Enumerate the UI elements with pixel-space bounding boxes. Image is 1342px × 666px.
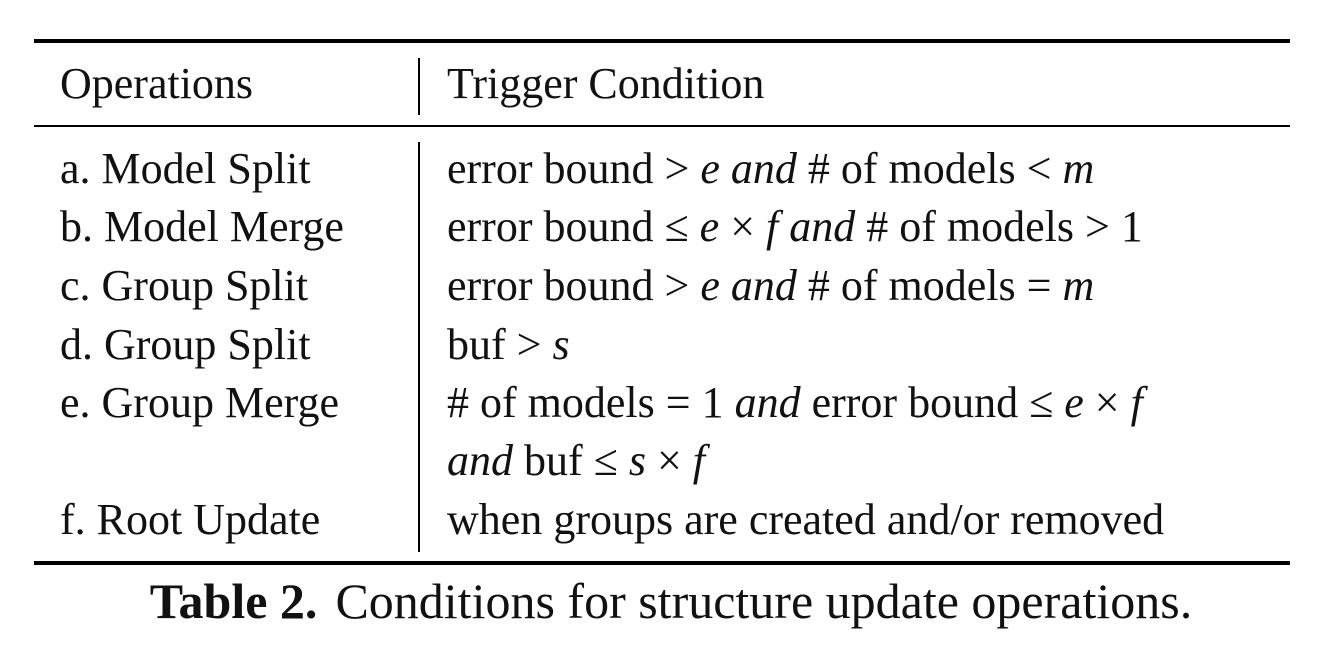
condition-cell: when groups are created and/or removed [447, 495, 1165, 544]
operation-cell: b. Model Merge [60, 202, 344, 251]
operation-cell: c. Group Split [60, 261, 309, 310]
operation-cell: d. Group Split [60, 320, 311, 369]
body-column-divider [418, 142, 420, 552]
caption-label: Table 2. [149, 573, 318, 629]
table-top-rule [34, 39, 1290, 43]
header-rule [34, 125, 1290, 127]
caption-text: Conditions for structure update operatio… [335, 573, 1193, 629]
table-bottom-rule [34, 561, 1290, 565]
operation-cell: a. Model Split [60, 144, 311, 193]
operation-cell: f. Root Update [60, 495, 321, 544]
condition-cell: error bound ≤ e × f and # of models > 1 [447, 202, 1143, 251]
header-trigger-condition: Trigger Condition [447, 59, 765, 108]
condition-cell: # of models = 1 and error bound ≤ e × f [447, 378, 1143, 427]
header-operations: Operations [60, 59, 254, 108]
operation-cell: e. Group Merge [60, 378, 339, 427]
table-caption: Table 2. Conditions for structure update … [0, 570, 1342, 632]
condition-cell: buf > s [447, 320, 570, 369]
condition-cell: error bound > e and # of models < m [447, 144, 1095, 193]
header-column-divider [418, 58, 420, 115]
condition-cell: error bound > e and # of models = m [447, 261, 1095, 310]
condition-cell-continued: and buf ≤ s × f [447, 436, 705, 485]
